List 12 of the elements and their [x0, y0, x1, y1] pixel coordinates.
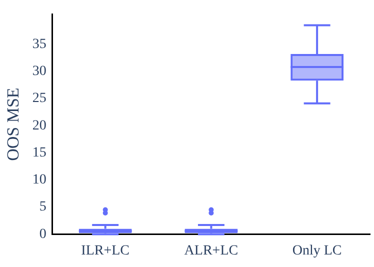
- x-tick-label: ALR+LC: [184, 243, 238, 258]
- y-tick-label: 25: [32, 91, 46, 106]
- x-tick-label: Only LC: [292, 243, 342, 258]
- y-tick-label: 35: [32, 36, 46, 52]
- y-tick-label: 30: [32, 64, 46, 80]
- y-axis-title: OOS MSE: [4, 88, 23, 161]
- x-tick-label: ILR+LC: [81, 243, 130, 258]
- y-tick-label: 20: [32, 118, 46, 134]
- y-tick-label: 5: [39, 200, 46, 215]
- y-tick-label: 0: [39, 226, 46, 242]
- y-tick-label: 10: [32, 172, 46, 188]
- y-tick-label: 15: [32, 145, 46, 160]
